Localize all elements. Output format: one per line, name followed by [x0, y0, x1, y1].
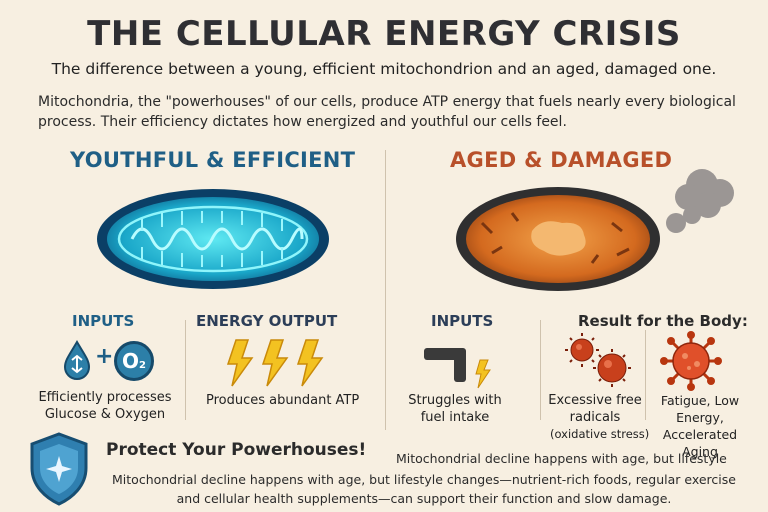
healthy-mitochondrion-icon [97, 189, 329, 289]
aged-fatigue-text: Fatigue, Low Energy, Accelerated Aging [660, 393, 740, 459]
protect-title: Protect Your Powerhouses! [106, 440, 367, 460]
smoke-icon [666, 169, 734, 233]
glucose-drop-icon [63, 340, 91, 380]
young-output-label: ENERGY OUTPUT [196, 312, 338, 330]
intro-paragraph: Mitochondria, the "powerhouses" of our c… [38, 94, 736, 130]
aged-radicals-text: Excessive free radicals [548, 393, 642, 425]
oxygen-icon: O2 [114, 341, 154, 381]
aged-inputs-text: Struggles with fuel intake [408, 393, 502, 425]
section-divider [385, 150, 386, 430]
aged-heading: AGED & DAMAGED [450, 148, 673, 172]
aged-column-divider-b [645, 330, 646, 420]
young-inputs-label: INPUTS [72, 312, 135, 330]
young-inputs-text: Efficiently processes Glucose & Oxygen [38, 390, 172, 422]
lightning-bolt-icon [226, 339, 324, 387]
protect-body-a: Mitochondrial decline happens with age, … [396, 451, 727, 466]
damaged-mitochondrion-icon [456, 187, 660, 291]
page-title: THE CELLULAR ENERGY CRISIS [87, 14, 681, 54]
aged-column-divider-a [540, 320, 541, 420]
aged-result-label: Result for the Body: [578, 312, 748, 330]
aged-radicals-note: (oxidative stress) [550, 427, 650, 441]
young-heading: YOUTHFUL & EFFICIENT [70, 148, 356, 172]
young-output-text: Produces abundant ATP [206, 393, 360, 408]
virus-icon [660, 331, 722, 391]
pipe-icon [424, 348, 491, 389]
free-radical-icon [565, 333, 631, 387]
oxygen-subscript: 2 [139, 360, 146, 371]
aged-inputs-label: INPUTS [431, 312, 494, 330]
shield-icon [30, 432, 88, 506]
oxygen-symbol: O [122, 349, 140, 373]
protect-body-b: Mitochondrial decline happens with age, … [112, 472, 736, 506]
young-column-divider [185, 320, 186, 420]
plus-sign: + [95, 344, 114, 369]
page-subtitle: The difference between a young, efficien… [51, 60, 717, 78]
